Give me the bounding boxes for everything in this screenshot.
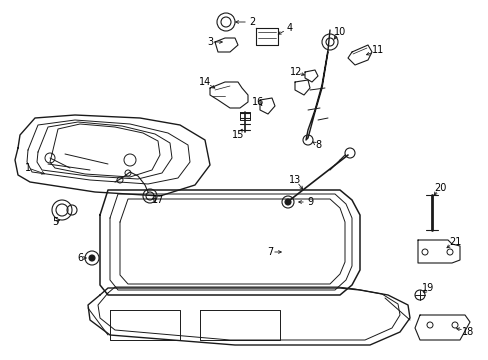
Text: 19: 19	[421, 283, 433, 293]
Text: 12: 12	[289, 67, 302, 77]
Text: 10: 10	[333, 27, 346, 37]
Text: 7: 7	[266, 247, 273, 257]
Text: 15: 15	[231, 130, 244, 140]
Text: 1: 1	[25, 163, 31, 173]
Text: 17: 17	[151, 195, 164, 205]
Text: 18: 18	[461, 327, 473, 337]
Text: 14: 14	[199, 77, 211, 87]
Text: 8: 8	[314, 140, 321, 150]
Text: 5: 5	[52, 217, 58, 227]
Circle shape	[89, 255, 95, 261]
Text: 13: 13	[288, 175, 301, 185]
Text: 6: 6	[77, 253, 83, 263]
Text: 4: 4	[286, 23, 292, 33]
Text: 20: 20	[433, 183, 445, 193]
Text: 11: 11	[371, 45, 384, 55]
Text: 21: 21	[448, 237, 460, 247]
Text: 2: 2	[248, 17, 255, 27]
Text: 3: 3	[206, 37, 213, 47]
Circle shape	[285, 199, 290, 205]
Text: 16: 16	[251, 97, 264, 107]
Text: 9: 9	[306, 197, 312, 207]
